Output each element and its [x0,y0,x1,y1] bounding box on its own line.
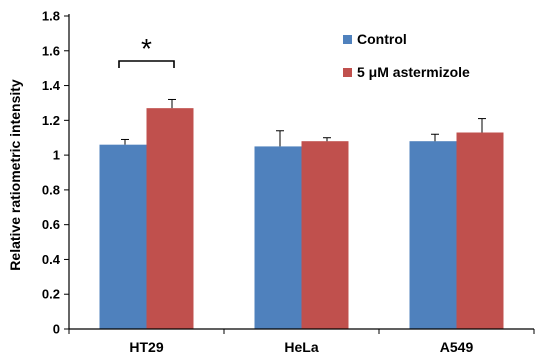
x-category-label: A549 [440,339,474,355]
y-tick-label: 1.2 [42,113,60,128]
y-tick-label: 0.8 [42,182,60,197]
legend-label: 5 μM astermizole [357,64,470,80]
bars [99,108,504,330]
y-tick-label: 1 [53,148,60,163]
y-tick-label: 1.4 [42,78,61,93]
legend: Control 5 μM astermizole [343,31,470,80]
bar-treatment-a549 [456,132,504,329]
x-axis-category-labels: HT29 HeLa A549 [129,339,473,355]
y-tick-label: 0.2 [42,287,60,302]
legend-label: Control [357,31,407,47]
bar-control-hela [254,146,302,329]
y-tick-label: 1.8 [42,9,60,24]
bar-treatment-hela [301,141,349,329]
bar-treatment-ht29 [146,108,194,330]
significance-asterisk: * [141,33,152,64]
axes [68,14,535,334]
significance-annotation: * [118,33,175,68]
legend-swatch [343,68,352,77]
x-category-label: HT29 [129,339,163,355]
y-axis-ticks: 0 0.2 0.4 0.6 0.8 1 1.2 1.4 1.6 1.8 [42,9,69,337]
y-tick-label: 0.6 [42,217,60,232]
bar-control-ht29 [99,144,147,329]
bar-control-a549 [409,141,457,329]
legend-swatch [343,35,352,44]
y-tick-label: 1.6 [42,43,60,58]
y-axis-title: Relative ratiometric intensity [7,79,23,271]
y-tick-label: 0 [53,322,60,337]
y-tick-label: 0.4 [42,252,61,267]
error-bars [121,98,486,147]
x-category-label: HeLa [284,339,318,355]
significance-bracket [118,60,175,68]
